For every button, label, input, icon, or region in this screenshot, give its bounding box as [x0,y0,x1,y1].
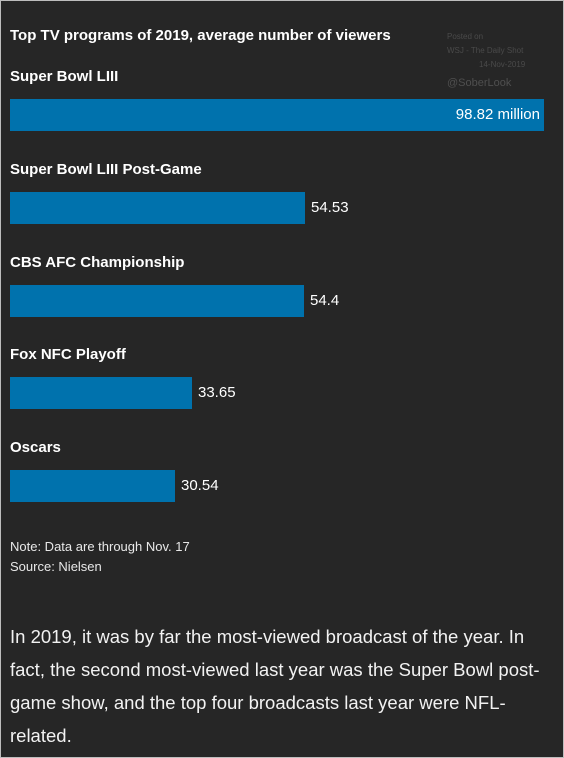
watermark-handle: @SoberLook [447,77,512,89]
bar [10,470,175,503]
watermark-line1: Posted on [447,32,484,41]
category-label: CBS AFC Championship [10,253,185,271]
bar [10,191,305,224]
bar [10,99,544,131]
chart-source: Source: Nielsen [10,559,102,574]
value-label: 54.53 [311,198,349,216]
value-label: 30.54 [181,477,219,495]
value-label: 98.82 million [455,106,540,123]
chart-title: Top TV programs of 2019, average number … [10,27,391,44]
watermark: Posted on WSJ - The Daily Shot 14-Nov-20… [447,30,547,90]
value-label: 33.65 [198,384,236,402]
bar [10,284,304,317]
watermark-line3: 14-Nov-2019 [479,60,526,69]
category-label: Super Bowl LIII [10,68,119,85]
chart-note: Note: Data are through Nov. 17 [10,539,190,554]
category-label: Super Bowl LIII Post-Game [10,160,202,178]
category-label: Fox NFC Playoff [10,346,126,364]
article-paragraph: In 2019, it was by far the most-viewed b… [10,626,540,746]
watermark-line2: WSJ - The Daily Shot [447,46,524,55]
value-label: 54.4 [310,291,340,309]
bar [10,377,192,410]
bar-chart: Super Bowl LIII 98.82 million Super Bowl L… [10,68,544,503]
category-label: Oscars [10,439,61,457]
